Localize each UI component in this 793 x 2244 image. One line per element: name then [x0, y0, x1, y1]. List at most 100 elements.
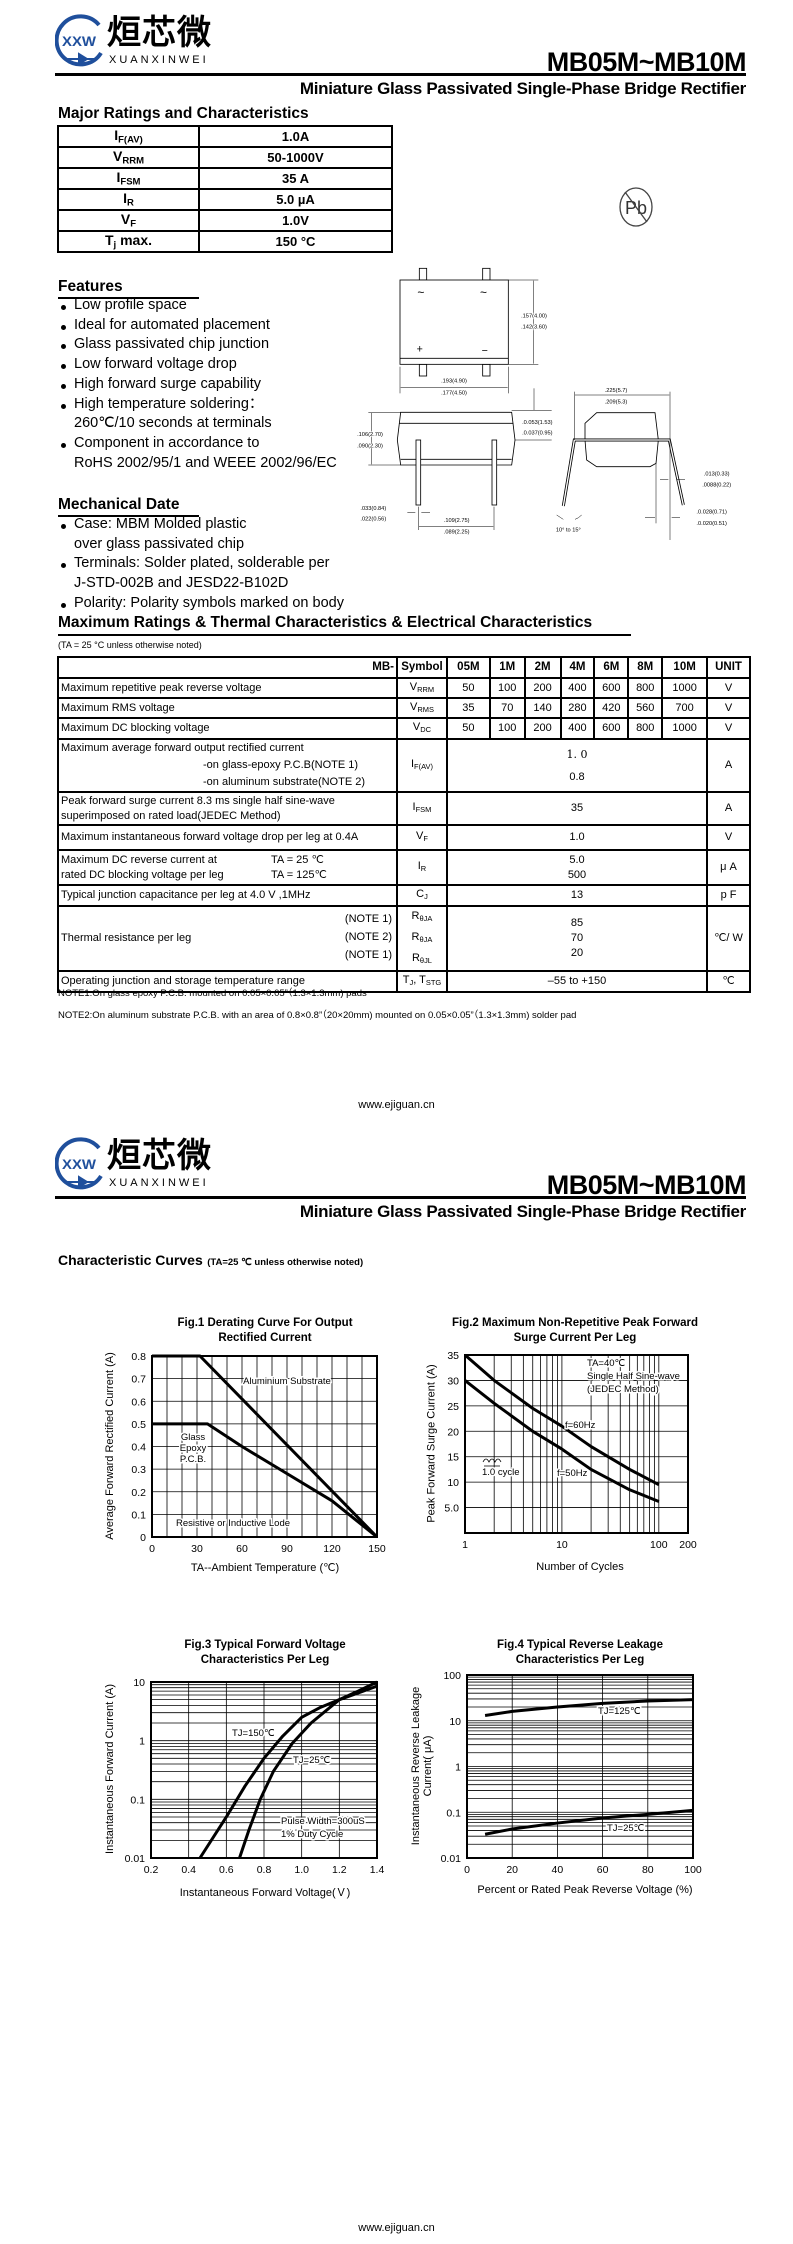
table-row: Tj max. 150 °C — [57, 230, 393, 253]
major-ratings-table: IF(AV) 1.0A VRRM 50-1000V IFSM 35 A IR 5.0 µ… — [57, 125, 393, 253]
cell: 1000 — [661, 717, 709, 740]
row-unit: μ A — [706, 849, 751, 886]
dim-label: .090(2.30) — [357, 443, 383, 449]
cell: 50 — [445, 677, 491, 699]
x-tick-label: 0 — [464, 1864, 470, 1876]
y-tick-label: 100 — [443, 1670, 461, 1682]
row-desc: Operating junction and storage temperatu… — [57, 969, 398, 993]
list-item: Ideal for automated placement — [60, 316, 337, 336]
dim-label: .0.028(0.71) — [696, 509, 727, 515]
brand-name-cn: 烜芯微 — [107, 1136, 212, 1176]
symbol: I — [116, 169, 121, 186]
fig1-title: Fig.1 Derating Curve For Output Rectifie… — [177, 1317, 353, 1344]
table-row: IFSM 35 A — [57, 167, 393, 190]
cycle-waveform-icon — [482, 1458, 502, 1467]
y-tick-label: 1 — [139, 1736, 145, 1748]
x-tick-label: 20 — [506, 1864, 518, 1876]
row-symbol: RθJA RθJA RθJL — [395, 905, 448, 972]
fig3-annotation: TJ=150℃ — [232, 1728, 275, 1739]
footer-url[interactable]: www.ejiguan.cn — [358, 1099, 435, 1111]
value: 1.0V — [198, 209, 393, 232]
cell: 800 — [627, 717, 664, 740]
pb-free-icon: Pb — [619, 187, 653, 227]
x-tick-label: 40 — [552, 1864, 564, 1876]
fig4-xlabel: Percent or Rated Peak Reverse Voltage (%… — [477, 1884, 693, 1896]
row-desc: Maximum repetitive peak reverse voltage — [57, 677, 398, 699]
mechanical-list: Case: MBM Molded plastic over glass pass… — [60, 515, 344, 614]
dim-label: .193(4.90) — [441, 379, 467, 385]
y-tick-label: 0.8 — [131, 1351, 146, 1363]
row-symbol: VRMS — [395, 697, 448, 719]
row-symbol: CJ — [395, 884, 448, 907]
y-tick-label: 1 — [455, 1762, 461, 1774]
y-tick-label: 35 — [447, 1350, 459, 1362]
fig3-xlabel: Instantaneous Forward Voltage(Ｖ) — [179, 1887, 351, 1899]
footer-url[interactable]: www.ejiguan.cn — [358, 2222, 435, 2234]
plot-frame — [464, 1354, 689, 1534]
brand-mark: XXW — [62, 1156, 97, 1172]
list-item: High forward surge capability — [60, 375, 337, 395]
y-tick-label: 0.3 — [131, 1464, 146, 1476]
y-tick-label: 20 — [447, 1426, 459, 1438]
cell: 35 — [445, 791, 709, 826]
row-unit: V — [706, 717, 751, 740]
curves-condition: (TA=25 ℃ unless otherwise noted) — [207, 1257, 364, 1268]
x-tick-label: 0.8 — [257, 1864, 272, 1876]
cell: 1000 — [661, 677, 709, 699]
part-number: MB05M~MB10M — [546, 1170, 747, 1200]
list-item: Low profile space — [60, 296, 337, 316]
header-rule — [55, 73, 746, 76]
note-2: NOTE2:On aluminum substrate P.C.B. with … — [58, 1010, 577, 1021]
x-tick-label: 80 — [642, 1864, 654, 1876]
mechanical-heading: Mechanical Date — [58, 496, 199, 517]
list-item: Glass passivated chip junction — [60, 335, 337, 355]
y-tick-label: 25 — [447, 1401, 459, 1413]
symbol-sub: j — [113, 239, 117, 251]
x-tick-label: 200 — [679, 1539, 697, 1551]
fig2-xlabel: Number of Cycles — [536, 1561, 624, 1573]
cell: 400 — [559, 677, 596, 699]
x-tick-label: 0.2 — [144, 1864, 159, 1876]
fig2-plot: 1 10 100 200 5.0 10 15 20 25 30 35 — [444, 1350, 697, 1551]
y-tick-label: 0 — [140, 1532, 146, 1544]
x-tick-label: 120 — [323, 1543, 341, 1555]
row-symbol: VRRM — [395, 677, 448, 699]
desc-line: -on glass-epoxy P.C.B(NOTE 1) — [203, 759, 359, 771]
major-ratings-heading: Major Ratings and Characteristics — [58, 105, 309, 122]
list-item: Terminals: Solder plated, solderable per… — [60, 554, 344, 593]
value: 1.0A — [198, 125, 393, 148]
fig3-annotation: TJ=25℃ — [293, 1755, 331, 1766]
column-header: 2M — [523, 656, 562, 679]
series-line-1 — [464, 1353, 660, 1487]
row-desc: Maximum instantaneous forward voltage dr… — [57, 824, 398, 851]
fig2-annotation: 1.0 cycle — [482, 1467, 520, 1478]
table-row: Thermal resistance per leg (NOTE 1) (NOTE… — [57, 905, 751, 972]
y-tick-label: 30 — [447, 1375, 459, 1387]
fig2-annotation: f=50Hz — [557, 1468, 588, 1479]
y-tick-label: 0.4 — [131, 1442, 146, 1454]
dim-label: .0.020(0.51) — [696, 521, 727, 527]
brand-name-latin: XUANXINWEI — [109, 1177, 209, 1189]
dim-label: .0088(0.22) — [702, 483, 731, 489]
symbol-sub: F — [130, 218, 137, 230]
cell: 700 — [661, 697, 709, 719]
cell: 400 — [559, 717, 596, 740]
dim-label: .109(2.75) — [444, 518, 470, 524]
y-tick-label: 5.0 — [444, 1503, 459, 1515]
symbol: I — [123, 190, 127, 207]
fig3-title: Fig.3 Typical Forward Voltage Characteri… — [184, 1639, 346, 1666]
y-tick-label: 10 — [449, 1716, 461, 1728]
fig4-title: Fig.4 Typical Reverse Leakage Characteri… — [497, 1639, 663, 1666]
symbol-sub: R — [127, 197, 134, 209]
fig2-annotation: Single Half Sine-wave — [587, 1371, 680, 1382]
column-header: MB- — [57, 656, 398, 679]
curves-heading-block: Characteristic Curves (TA=25 ℃ unless ot… — [58, 1252, 363, 1270]
dim-label: .225(5.7) — [605, 388, 628, 394]
row-desc: Maximum RMS voltage — [57, 697, 398, 719]
cell: 100 — [488, 677, 526, 699]
fig2-annotation: TA=40℃ — [587, 1358, 626, 1369]
y-tick-label: 0.2 — [131, 1487, 146, 1499]
dim-label: .157(4.00) — [521, 313, 547, 319]
dim-label: .142(3.60) — [521, 324, 547, 330]
list-item: Component in accordance to RoHS 2002/95/… — [60, 434, 337, 473]
